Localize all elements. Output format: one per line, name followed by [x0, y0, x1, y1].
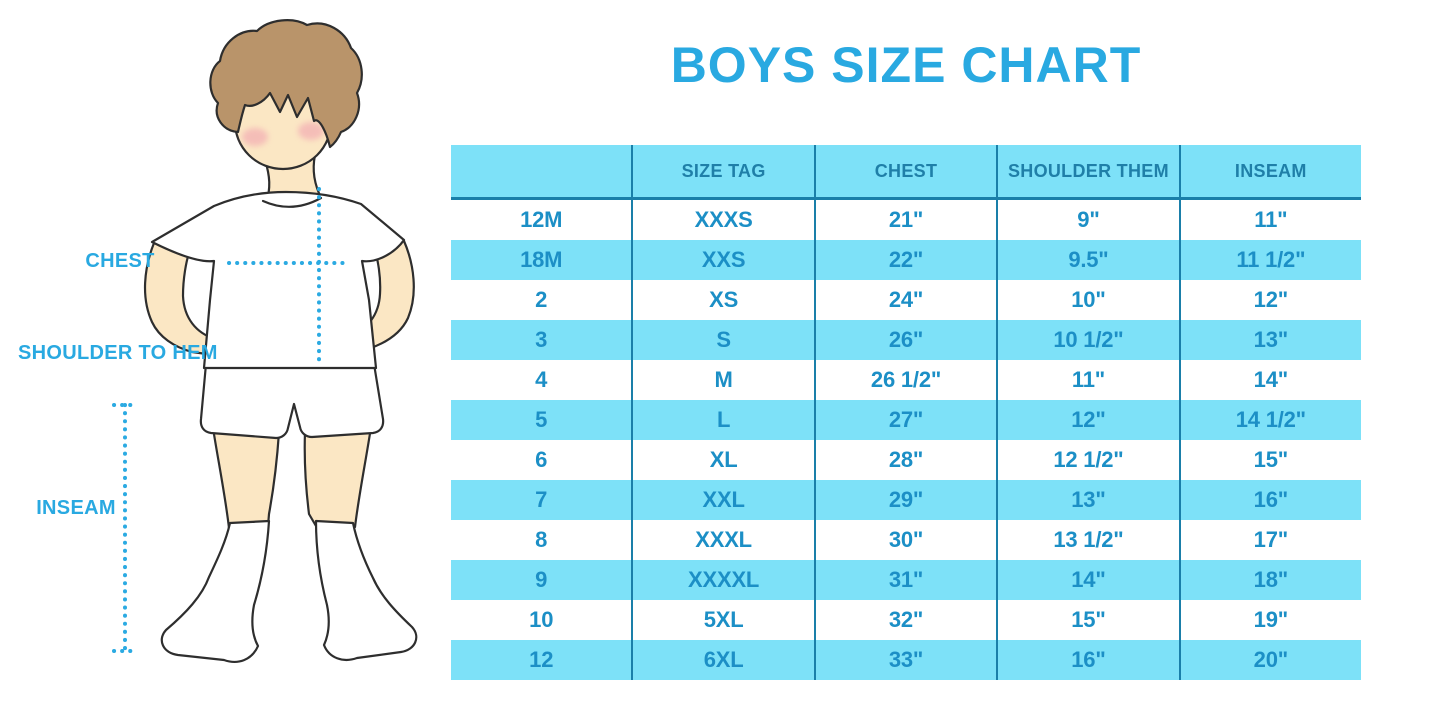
table-cell: XXS	[633, 240, 816, 280]
table-cell: 15"	[1253, 447, 1289, 472]
table-cell: 14 1/2"	[1235, 407, 1306, 432]
table-row: 9 XXXXL 31" 14" 18"	[451, 560, 1361, 600]
table-cell: 5	[451, 400, 634, 440]
boy-shirt	[150, 190, 406, 370]
table-header-cell: SIZE TAG	[633, 145, 816, 197]
table-row: 12M XXXS 21" 9" 11"	[451, 200, 1361, 240]
table-cell: L	[633, 400, 816, 440]
boy-sock-left	[160, 519, 271, 663]
table-row: 4 M 26 1/2" 11" 14"	[451, 360, 1361, 400]
table-cell: 6	[451, 440, 634, 480]
table-header-row: SIZE TAG CHEST SHOULDER THEM INSEAM	[451, 145, 1361, 200]
table-cell: XL	[633, 440, 816, 480]
shoulder-to-hem-label: SHOULDER TO HEM	[18, 342, 218, 364]
table-cell: 12"	[998, 400, 1181, 440]
table-cell: 29"	[816, 480, 999, 520]
table-header-cell: INSEAM	[1234, 161, 1307, 181]
table-cell: 24"	[816, 280, 999, 320]
table-cell: 26 1/2"	[816, 360, 999, 400]
table-cell: XS	[633, 280, 816, 320]
boy-shorts	[199, 362, 385, 440]
table-row: 10 5XL 32" 15" 19"	[451, 600, 1361, 640]
boy-cheek-right	[298, 122, 324, 140]
table-cell: 12"	[1253, 287, 1289, 312]
boy-leg-left	[211, 426, 281, 530]
table-cell: 22"	[816, 240, 999, 280]
table-cell: XXXL	[633, 520, 816, 560]
table-cell: 14"	[1253, 367, 1289, 392]
boy-leg-right	[303, 425, 373, 529]
table-cell: 13"	[998, 480, 1181, 520]
table-cell: 31"	[816, 560, 999, 600]
table-cell: XXL	[633, 480, 816, 520]
table-cell: 28"	[816, 440, 999, 480]
table-cell: 9"	[998, 200, 1181, 240]
table-header-cell	[451, 145, 634, 197]
table-row: 6 XL 28" 12 1/2" 15"	[451, 440, 1361, 480]
table-cell: XXXS	[633, 200, 816, 240]
boy-cheek-left	[242, 128, 268, 146]
boy-illustration	[112, 19, 418, 663]
table-cell: 13"	[1253, 327, 1289, 352]
table-cell: 9.5"	[998, 240, 1181, 280]
table-cell: 19"	[1253, 607, 1289, 632]
table-row: 18M XXS 22" 9.5" 11 1/2"	[451, 240, 1361, 280]
table-cell: 11"	[1254, 207, 1288, 232]
table-cell: 16"	[998, 640, 1181, 680]
table-row: 3 S 26" 10 1/2" 13"	[451, 320, 1361, 360]
table-cell: 18M	[451, 240, 634, 280]
table-cell: 17"	[1253, 527, 1289, 552]
table-cell: 11 1/2"	[1236, 247, 1306, 272]
table-cell: S	[633, 320, 816, 360]
table-cell: 2	[451, 280, 634, 320]
table-row: 12 6XL 33" 16" 20"	[451, 640, 1361, 680]
inseam-label: INSEAM	[36, 497, 116, 519]
table-cell: 21"	[816, 200, 999, 240]
table-row: 8 XXXL 30" 13 1/2" 17"	[451, 520, 1361, 560]
table-cell: 12	[451, 640, 634, 680]
table-row: 5 L 27" 12" 14 1/2"	[451, 400, 1361, 440]
table-cell: 33"	[816, 640, 999, 680]
boy-hair	[209, 19, 363, 149]
table-cell: 16"	[1253, 487, 1289, 512]
table-cell: 11"	[998, 360, 1181, 400]
table-row: 2 XS 24" 10" 12"	[451, 280, 1361, 320]
table-cell: 12 1/2"	[998, 440, 1181, 480]
table-cell: 13 1/2"	[998, 520, 1181, 560]
boy-collar	[261, 196, 323, 208]
table-cell: 4	[451, 360, 634, 400]
table-cell: 27"	[816, 400, 999, 440]
table-header-cell: SHOULDER THEM	[998, 145, 1181, 197]
page-title: BOYS SIZE CHART	[670, 37, 1142, 93]
table-cell: 20"	[1253, 647, 1289, 672]
table-cell: 5XL	[633, 600, 816, 640]
table-cell: 12M	[451, 200, 634, 240]
table-cell: 14"	[998, 560, 1181, 600]
table-cell: 30"	[816, 520, 999, 560]
chest-label: CHEST	[85, 250, 155, 272]
table-cell: 15"	[998, 600, 1181, 640]
boy-sock-right	[314, 519, 418, 662]
table-header-cell: CHEST	[816, 145, 999, 197]
table-cell: 3	[451, 320, 634, 360]
table-cell: 10 1/2"	[998, 320, 1181, 360]
size-table: SIZE TAG CHEST SHOULDER THEM INSEAM 12M XXXS 2…	[451, 145, 1361, 680]
measurement-lines	[112, 187, 346, 653]
table-cell: 10	[451, 600, 634, 640]
table-cell: M	[633, 360, 816, 400]
table-cell: 6XL	[633, 640, 816, 680]
table-cell: 32"	[816, 600, 999, 640]
table-cell: 9	[451, 560, 634, 600]
table-cell: 18"	[1253, 567, 1289, 592]
table-cell: 26"	[816, 320, 999, 360]
table-cell: 7	[451, 480, 634, 520]
table-row: 7 XXL 29" 13" 16"	[451, 480, 1361, 520]
table-cell: XXXXL	[633, 560, 816, 600]
table-cell: 10"	[998, 280, 1181, 320]
table-cell: 8	[451, 520, 634, 560]
